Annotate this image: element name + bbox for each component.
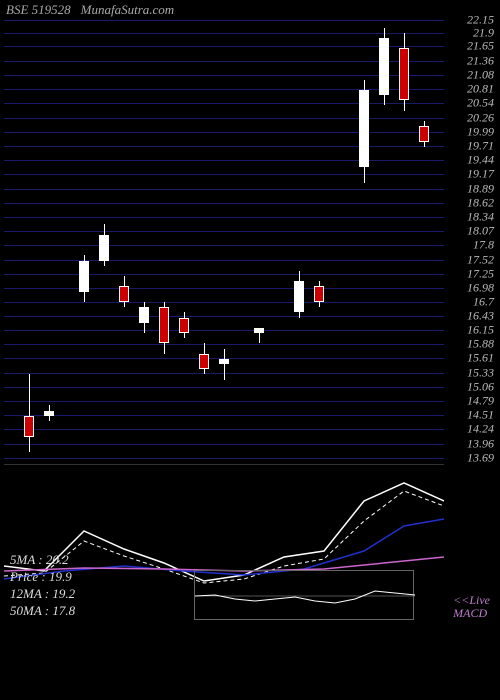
candle-body: [179, 318, 189, 334]
candle-body: [99, 235, 109, 261]
y-axis-tick: 14.79: [467, 393, 494, 408]
y-axis-tick: 19.17: [467, 167, 494, 182]
y-axis-tick: 20.54: [467, 96, 494, 111]
y-axis-tick: 13.96: [467, 436, 494, 451]
candle-body: [314, 286, 324, 302]
y-axis-tick: 18.89: [467, 181, 494, 196]
y-axis-tick: 20.81: [467, 82, 494, 97]
y-axis-labels: 22.1521.921.6521.3621.0820.8120.5420.261…: [448, 20, 498, 465]
y-axis-tick: 21.65: [467, 38, 494, 53]
y-axis-tick: 18.07: [467, 224, 494, 239]
gridline: [4, 429, 444, 430]
gridline: [4, 146, 444, 147]
macd-line: [195, 571, 415, 621]
y-axis-tick: 16.15: [467, 323, 494, 338]
gridline: [4, 288, 444, 289]
gridline: [4, 444, 444, 445]
info-row: 12MA : 19.2: [10, 586, 75, 603]
info-row: 5MA : 20.2: [10, 552, 75, 569]
gridline: [4, 302, 444, 303]
y-axis-tick: 16.43: [467, 308, 494, 323]
info-row: 50MA : 17.8: [10, 603, 75, 620]
macd-label-live: <<Live: [453, 594, 490, 607]
gridline: [4, 260, 444, 261]
gridline: [4, 75, 444, 76]
candle-body: [294, 281, 304, 312]
chart-header: BSE 519528 MunafaSutra.com: [0, 0, 500, 20]
y-axis-tick: 15.33: [467, 365, 494, 380]
gridline: [4, 274, 444, 275]
candle-body: [419, 126, 429, 142]
candle-body: [254, 328, 264, 333]
y-axis-tick: 20.26: [467, 110, 494, 125]
gridline: [4, 20, 444, 21]
y-axis-tick: 15.88: [467, 337, 494, 352]
y-axis-tick: 16.7: [473, 295, 494, 310]
candle-body: [199, 354, 209, 370]
candle-body: [359, 90, 369, 168]
candle-body: [159, 307, 169, 343]
y-axis-tick: 21.08: [467, 68, 494, 83]
candle-body: [79, 261, 89, 292]
gridline: [4, 89, 444, 90]
y-axis-tick: 17.8: [473, 238, 494, 253]
y-axis-tick: 18.62: [467, 195, 494, 210]
gridline: [4, 344, 444, 345]
y-axis-tick: 17.52: [467, 252, 494, 267]
y-axis-tick: 15.06: [467, 379, 494, 394]
y-axis-tick: 19.71: [467, 139, 494, 154]
y-axis-tick: 13.69: [467, 450, 494, 465]
gridline: [4, 33, 444, 34]
macd-inset: [194, 570, 414, 620]
candle-body: [119, 286, 129, 302]
gridline: [4, 103, 444, 104]
info-row: Price : 19.9: [10, 569, 75, 586]
gridline: [4, 118, 444, 119]
gridline: [4, 189, 444, 190]
candle-body: [139, 307, 149, 323]
candle-body: [219, 359, 229, 364]
y-axis-tick: 17.25: [467, 266, 494, 281]
y-axis-tick: 15.61: [467, 351, 494, 366]
gridline: [4, 203, 444, 204]
y-axis-tick: 21.36: [467, 53, 494, 68]
gridline: [4, 415, 444, 416]
gridline: [4, 231, 444, 232]
gridline: [4, 245, 444, 246]
gridline: [4, 401, 444, 402]
gridline: [4, 61, 444, 62]
symbol-label: BSE 519528: [6, 2, 71, 18]
macd-label: <<Live MACD: [453, 594, 490, 620]
candlestick-chart: [4, 20, 444, 465]
gridline: [4, 458, 444, 459]
gridline: [4, 174, 444, 175]
y-axis-tick: 14.51: [467, 408, 494, 423]
macd-label-text: MACD: [453, 607, 490, 620]
y-axis-tick: 19.44: [467, 153, 494, 168]
candle-body: [24, 416, 34, 437]
gridline: [4, 387, 444, 388]
indicator-panel: 5MA : 20.2Price : 19.912MA : 19.250MA : …: [4, 471, 496, 626]
y-axis-tick: 14.24: [467, 422, 494, 437]
gridline: [4, 132, 444, 133]
candle-body: [399, 48, 409, 100]
candle-body: [379, 38, 389, 95]
gridline: [4, 217, 444, 218]
gridline: [4, 46, 444, 47]
candle-wick: [29, 374, 30, 452]
site-label: MunafaSutra.com: [81, 2, 175, 18]
gridline: [4, 330, 444, 331]
info-box: 5MA : 20.2Price : 19.912MA : 19.250MA : …: [10, 552, 75, 620]
gridline: [4, 160, 444, 161]
gridline: [4, 316, 444, 317]
candle-body: [44, 411, 54, 416]
y-axis-tick: 16.98: [467, 280, 494, 295]
y-axis-tick: 19.99: [467, 124, 494, 139]
y-axis-tick: 18.34: [467, 210, 494, 225]
